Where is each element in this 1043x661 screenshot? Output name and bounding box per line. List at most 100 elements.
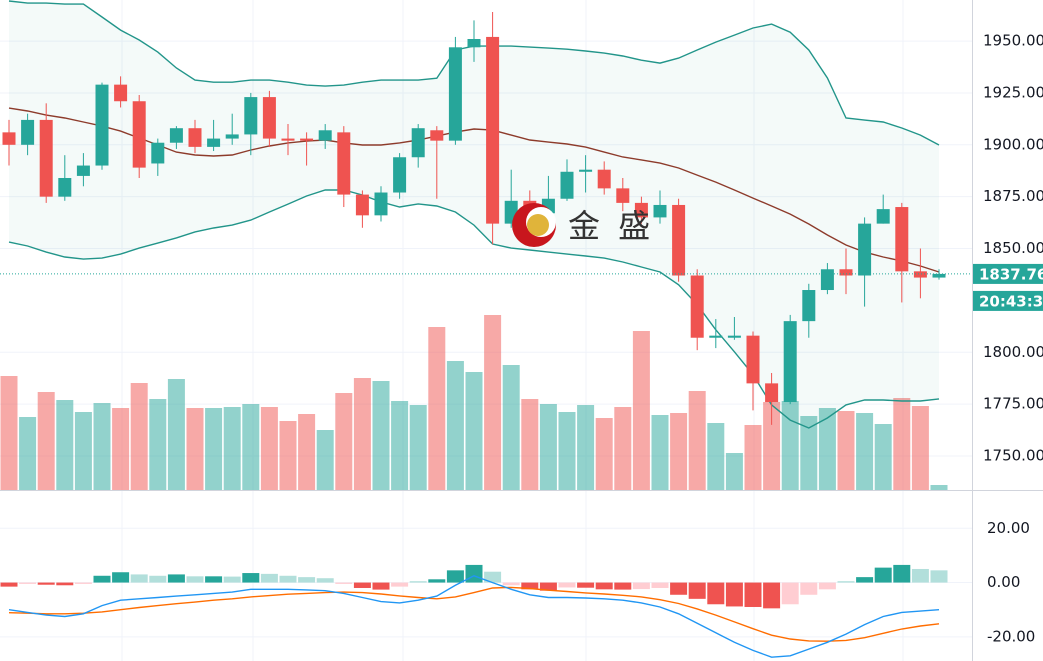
histogram-bar: [372, 582, 390, 590]
macd-line: [8, 575, 940, 658]
histogram-bar: [56, 582, 74, 586]
y-tick-label: 1850.00: [983, 239, 1043, 257]
volume-bar: [744, 425, 762, 490]
candle-body: [393, 157, 407, 193]
histogram-bar: [837, 581, 855, 583]
band-fill: [9, 1, 939, 428]
histogram-bar: [725, 582, 743, 607]
volume-bar: [930, 485, 948, 490]
histogram-bar: [744, 582, 762, 607]
candle-body: [151, 142, 165, 164]
candle-body: [281, 138, 295, 141]
volume-bar: [56, 400, 74, 490]
histogram-bar: [521, 582, 539, 590]
histogram-bar: [353, 582, 371, 588]
volume-bar: [335, 393, 353, 490]
candle-body: [467, 39, 481, 48]
volume-bar: [725, 453, 743, 490]
candle-body: [207, 138, 221, 147]
candle-body: [132, 101, 146, 168]
histogram-bar: [298, 577, 316, 583]
candle-body: [188, 128, 202, 147]
histogram-bar: [893, 564, 911, 583]
candle-body: [820, 269, 834, 291]
volume-bar: [37, 392, 55, 490]
histogram-bar: [688, 582, 706, 599]
volume-bar: [651, 415, 669, 490]
histogram-bar: [558, 582, 576, 588]
countdown-label: 20:43:30: [979, 292, 1043, 310]
candle-body: [318, 130, 332, 141]
histogram-bar: [800, 582, 818, 595]
histogram-bar: [818, 582, 836, 590]
candle-body: [76, 165, 90, 176]
candle-body: [802, 290, 816, 322]
candle-body: [169, 128, 183, 143]
y-tick-label: 1800.00: [983, 343, 1043, 361]
volume-bar: [186, 408, 204, 490]
candle-body: [579, 169, 593, 172]
histogram-bar: [651, 582, 669, 588]
histogram-bar: [149, 575, 167, 583]
volume-bar: [353, 378, 371, 490]
candle-body: [430, 130, 444, 141]
candle-body: [746, 335, 760, 384]
volume-bar: [446, 361, 464, 490]
volume-bar: [93, 403, 111, 490]
histogram-bar: [279, 575, 297, 583]
candle-body: [2, 132, 16, 145]
histogram-bar: [167, 574, 185, 583]
candle-body: [653, 204, 667, 218]
histogram-bar: [707, 582, 725, 605]
y-tick-label: 1875.00: [983, 187, 1043, 205]
volume-bar: [837, 411, 855, 490]
volume-bar: [893, 398, 911, 490]
last-price-tag: [973, 263, 1043, 284]
volume-bar: [74, 412, 92, 490]
histogram-bar: [874, 567, 892, 583]
histogram-bar: [260, 573, 278, 583]
y-tick-label: 1775.00: [983, 395, 1043, 413]
volume-bar: [763, 402, 781, 490]
volume-bar: [670, 413, 688, 490]
candle-body: [300, 138, 314, 141]
y-tick-label: -20.00: [987, 627, 1035, 645]
volume-bar: [223, 407, 241, 490]
volume-bar: [818, 408, 836, 490]
candle-body: [21, 119, 35, 145]
candle-body: [783, 321, 797, 403]
volume-bar: [298, 414, 316, 490]
candle-body: [634, 202, 648, 218]
volume-bar: [149, 399, 167, 490]
histogram-bar: [316, 578, 334, 583]
candle-body: [262, 97, 276, 139]
histogram-bar: [502, 582, 520, 586]
volume-bar: [911, 406, 929, 490]
volume-bar: [595, 418, 613, 490]
countdown-tag: [973, 290, 1043, 311]
volume-bar: [409, 405, 427, 490]
histogram-bar: [391, 582, 409, 587]
volume-bar: [707, 423, 725, 490]
candle-body: [765, 383, 779, 403]
candle-body: [374, 192, 388, 216]
y-tick-label: 1950.00: [983, 32, 1043, 50]
volume-bar: [205, 408, 223, 490]
histogram-bar: [223, 576, 241, 583]
candle-body: [355, 194, 369, 216]
histogram-bar: [428, 579, 446, 583]
histogram-bar: [614, 582, 632, 590]
volume-bar: [391, 401, 409, 490]
candle-body: [727, 335, 741, 338]
y-tick-label: 0.00: [987, 573, 1020, 591]
histogram-bar: [242, 573, 260, 583]
candle-body: [225, 134, 239, 139]
volume-bar: [372, 381, 390, 490]
histogram-bar: [93, 575, 111, 583]
histogram-bar: [595, 582, 613, 590]
volume-bar: [688, 391, 706, 490]
histogram-bar: [0, 582, 18, 587]
